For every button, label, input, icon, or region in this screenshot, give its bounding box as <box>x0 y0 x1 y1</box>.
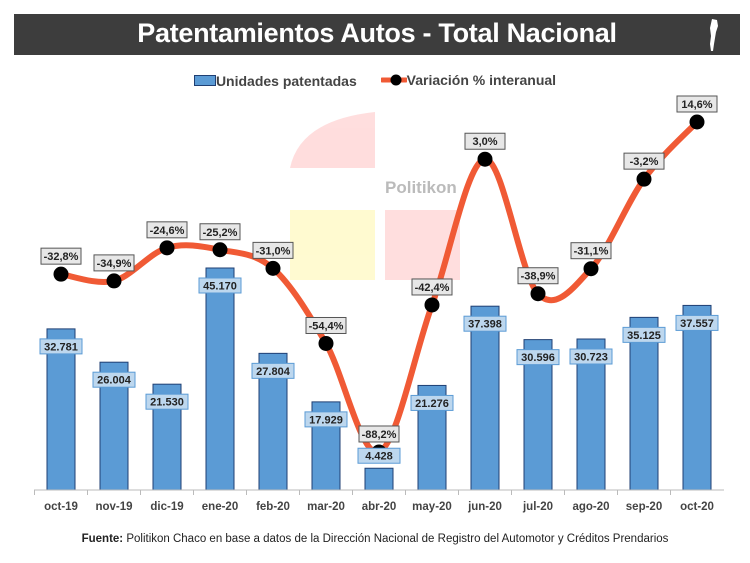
line-value-label: -88,2% <box>362 429 397 441</box>
x-tick-label: nov-19 <box>95 501 132 513</box>
bar-value-label: 30.596 <box>521 352 555 364</box>
bar-value-label: 27.804 <box>256 366 291 378</box>
bar <box>683 305 711 490</box>
line-value-label: -3,2% <box>630 156 659 168</box>
line-marker <box>54 267 69 282</box>
line-value-label: -54,4% <box>309 320 344 332</box>
line-value-label: -24,6% <box>150 225 185 237</box>
bar-value-label: 35.125 <box>627 330 661 342</box>
x-tick-label: oct-19 <box>44 501 78 513</box>
x-tick-label: ene-20 <box>202 501 238 513</box>
x-tick-label: dic-19 <box>150 501 183 513</box>
x-tick-label: mar-20 <box>307 501 345 513</box>
line-value-label: -31,0% <box>256 245 291 257</box>
line-value-label: -38,9% <box>521 271 556 283</box>
line-value-label: 3,0% <box>472 136 497 148</box>
line-marker <box>425 297 440 312</box>
bar-value-label: 32.781 <box>44 341 78 353</box>
line-value-label: 14,6% <box>681 99 712 111</box>
line-value-label: -31,1% <box>574 246 609 258</box>
line-value-label: -34,9% <box>97 258 132 270</box>
line-marker <box>160 240 175 255</box>
bar-value-label: 21.530 <box>150 397 184 409</box>
bar <box>365 468 393 490</box>
bar-value-label: 45.170 <box>203 281 237 293</box>
x-tick-label: jun-20 <box>467 501 502 513</box>
bar-value-label: 21.276 <box>415 398 449 410</box>
x-tick-label: ago-20 <box>572 501 609 513</box>
source-label: Fuente: <box>82 533 124 545</box>
x-tick-label: jul-20 <box>522 501 553 513</box>
line-marker <box>266 261 281 276</box>
line-marker <box>637 172 652 187</box>
bar-value-label: 37.398 <box>468 319 502 331</box>
line-marker <box>584 261 599 276</box>
source-note: Fuente: Politikon Chaco en base a datos … <box>0 533 750 545</box>
line-value-label: -42,4% <box>415 282 450 294</box>
watermark-text: Politikon <box>385 178 457 197</box>
x-tick-label: sep-20 <box>626 501 662 513</box>
source-text: Politikon Chaco en base a datos de la Di… <box>123 533 668 545</box>
bar-value-label: 26.004 <box>97 375 132 387</box>
line-marker <box>478 152 493 167</box>
x-tick-label: oct-20 <box>680 501 714 513</box>
x-tick-label: feb-20 <box>256 501 290 513</box>
line-value-label: -25,2% <box>203 227 238 239</box>
line-marker <box>213 242 228 257</box>
line-marker <box>531 286 546 301</box>
bar-value-label: 30.723 <box>574 352 608 364</box>
line-marker <box>107 273 122 288</box>
bar-value-label: 4.428 <box>365 451 393 463</box>
bar <box>471 306 499 490</box>
bar <box>630 317 658 490</box>
x-tick-label: abr-20 <box>362 501 397 513</box>
bar-value-label: 17.929 <box>309 414 343 426</box>
bar <box>206 268 234 490</box>
x-tick-label: may-20 <box>412 501 452 513</box>
bar-value-label: 37.557 <box>680 318 714 330</box>
line-marker <box>319 336 334 351</box>
line-value-label: -32,8% <box>44 251 79 263</box>
line-marker <box>690 115 705 130</box>
